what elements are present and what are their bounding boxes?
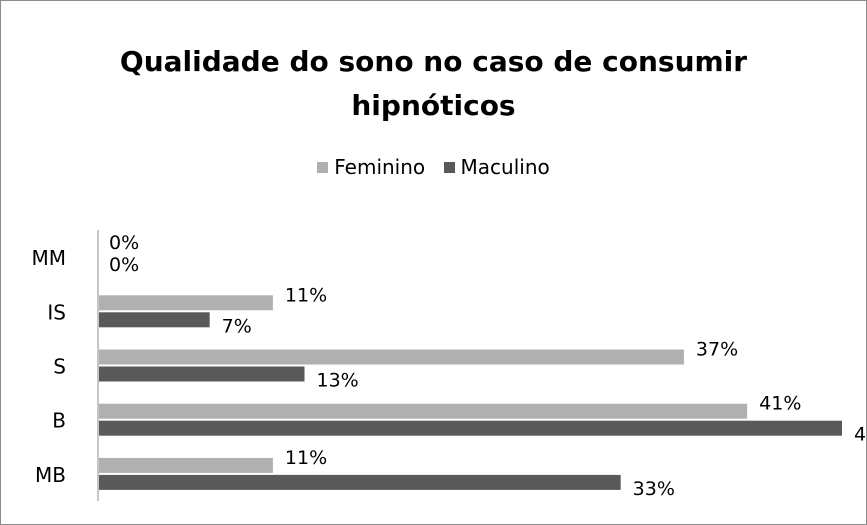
y-tick-label-mb: MB	[35, 463, 66, 487]
data-label-maculino-mm: 0%	[109, 254, 139, 276]
data-label-feminino-mb: 11%	[285, 447, 327, 469]
y-tick-label-b: B	[52, 409, 66, 433]
bar-feminino-s	[99, 349, 684, 365]
data-label-maculino-mb: 33%	[633, 478, 675, 500]
bar-maculino-mb	[99, 474, 621, 490]
chart-title-line-2: hipnóticos	[351, 89, 516, 122]
data-label-maculino-s: 13%	[317, 370, 359, 392]
bar-feminino-mb	[99, 457, 273, 473]
bar-maculino-b	[99, 420, 842, 436]
data-label-maculino-is: 7%	[222, 315, 252, 337]
data-label-maculino-b: 47%	[854, 424, 867, 446]
y-tick-label-is: IS	[47, 300, 66, 324]
bar-maculino-s	[99, 366, 305, 382]
data-label-feminino-is: 11%	[285, 284, 327, 306]
legend-item-feminino: Feminino	[317, 155, 425, 179]
bar-maculino-is	[99, 312, 210, 328]
y-tick-label-mm: MM	[31, 246, 66, 270]
y-tick-label-s: S	[53, 355, 66, 379]
data-label-feminino-b: 41%	[759, 393, 801, 415]
legend-swatch-maculino	[443, 162, 455, 173]
data-label-feminino-mm: 0%	[109, 232, 139, 254]
chart-title: Qualidade do sono no caso de consumir hi…	[0, 40, 867, 128]
data-label-feminino-s: 37%	[696, 339, 738, 361]
bar-feminino-is	[99, 295, 273, 311]
legend-swatch-feminino	[317, 162, 329, 173]
chart-title-line-1: Qualidade do sono no caso de consumir	[119, 45, 748, 78]
chart-legend: Feminino Maculino	[0, 155, 867, 179]
bar-feminino-b	[99, 403, 748, 419]
legend-item-maculino: Maculino	[443, 155, 550, 179]
legend-label-feminino: Feminino	[334, 155, 426, 179]
legend-label-maculino: Maculino	[460, 155, 550, 179]
